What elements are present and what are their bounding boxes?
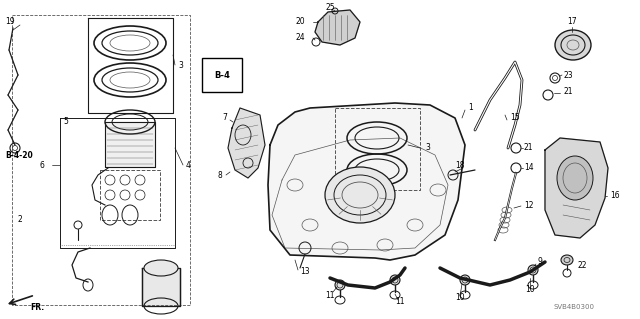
Text: 10: 10 [525, 286, 534, 294]
Text: 3: 3 [178, 61, 183, 70]
Text: 24: 24 [295, 33, 305, 42]
Text: SVB4B0300: SVB4B0300 [554, 304, 595, 310]
Ellipse shape [460, 275, 470, 285]
Text: 11: 11 [325, 291, 335, 300]
Text: 2: 2 [18, 216, 23, 225]
Text: B-4-20: B-4-20 [5, 151, 33, 160]
Text: 11: 11 [395, 298, 404, 307]
Text: 14: 14 [524, 164, 534, 173]
Polygon shape [228, 108, 265, 178]
Polygon shape [142, 268, 180, 306]
Text: 1: 1 [468, 103, 473, 113]
Polygon shape [105, 122, 155, 167]
Polygon shape [545, 138, 608, 238]
Text: 5: 5 [63, 117, 68, 127]
Text: 21: 21 [524, 144, 534, 152]
Ellipse shape [561, 255, 573, 265]
Text: 13: 13 [300, 268, 310, 277]
Text: B-4: B-4 [214, 70, 230, 79]
Text: 18: 18 [455, 160, 465, 169]
Text: 19: 19 [5, 18, 15, 26]
Text: 15: 15 [510, 114, 520, 122]
Text: 20: 20 [295, 18, 305, 26]
Ellipse shape [144, 260, 178, 276]
Text: 12: 12 [524, 201, 534, 210]
Ellipse shape [528, 265, 538, 275]
Text: 9: 9 [538, 257, 543, 266]
Text: 4: 4 [186, 160, 191, 169]
Polygon shape [315, 10, 360, 45]
Text: 7: 7 [222, 114, 227, 122]
Text: FR.: FR. [30, 302, 44, 311]
Polygon shape [268, 103, 465, 260]
Ellipse shape [555, 30, 591, 60]
Ellipse shape [325, 167, 395, 223]
Text: 6: 6 [40, 160, 45, 169]
Ellipse shape [335, 280, 345, 290]
Text: 10: 10 [455, 293, 465, 302]
Text: 21: 21 [563, 87, 573, 97]
Text: 8: 8 [218, 170, 223, 180]
Text: 25: 25 [325, 4, 335, 12]
Text: 16: 16 [610, 190, 620, 199]
Ellipse shape [390, 275, 400, 285]
Text: 22: 22 [577, 261, 586, 270]
Text: 23: 23 [563, 70, 573, 79]
Ellipse shape [557, 156, 593, 200]
Text: 3: 3 [425, 144, 430, 152]
Text: 17: 17 [567, 18, 577, 26]
